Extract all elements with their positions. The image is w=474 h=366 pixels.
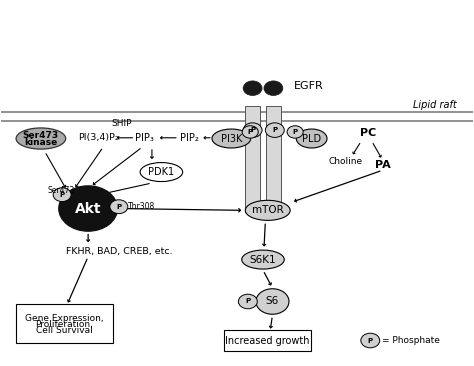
Text: Choline: Choline [328,157,363,166]
Circle shape [287,126,303,138]
Text: S6K1: S6K1 [250,255,276,265]
Circle shape [59,186,118,231]
Text: FKHR, BAD, CREB, etc.: FKHR, BAD, CREB, etc. [65,247,172,256]
Ellipse shape [245,200,290,220]
Ellipse shape [140,163,182,182]
Circle shape [265,123,284,137]
Circle shape [243,81,262,96]
Text: P: P [292,129,298,135]
Text: PC: PC [360,128,376,138]
Ellipse shape [212,129,251,148]
Text: EGFR: EGFR [294,81,323,92]
Text: Ser473: Ser473 [48,186,75,195]
Ellipse shape [16,128,66,149]
Text: Lipid raft: Lipid raft [413,100,457,110]
Text: kinase: kinase [24,138,57,147]
Ellipse shape [296,129,327,148]
Text: PA: PA [374,160,391,170]
Text: P: P [368,337,373,344]
Text: P: P [272,127,277,133]
Text: Thr308: Thr308 [128,202,155,211]
Text: P: P [116,204,121,210]
Text: P: P [248,129,253,135]
Circle shape [238,294,257,309]
Circle shape [256,289,289,314]
Text: Ser473: Ser473 [23,131,59,141]
Circle shape [264,81,283,96]
Text: Increased growth: Increased growth [226,336,310,346]
Text: Cell Survival: Cell Survival [36,326,93,335]
Text: = Phosphate: = Phosphate [382,336,440,345]
Text: PIP₃: PIP₃ [136,133,154,143]
FancyBboxPatch shape [245,107,260,212]
FancyBboxPatch shape [16,304,113,343]
Text: PIP₂: PIP₂ [181,133,199,143]
Circle shape [361,333,380,348]
Text: PI(3,4)P₂: PI(3,4)P₂ [78,133,119,142]
Text: Gene Expression,: Gene Expression, [25,314,104,324]
Circle shape [243,123,262,137]
Text: Akt: Akt [75,202,101,216]
Text: P: P [246,299,250,305]
FancyBboxPatch shape [224,330,311,351]
Text: P: P [60,192,64,198]
Text: mTOR: mTOR [252,205,283,215]
Circle shape [53,188,71,202]
Text: S6: S6 [266,296,279,306]
Circle shape [242,126,258,138]
Text: Proliferation,: Proliferation, [36,320,93,329]
Ellipse shape [242,250,284,269]
Text: PI3K: PI3K [220,134,242,143]
Text: SHIP: SHIP [111,119,132,128]
FancyBboxPatch shape [266,107,281,212]
Circle shape [110,200,128,214]
Text: P: P [250,127,255,133]
Text: PLD: PLD [302,134,321,143]
Text: PDK1: PDK1 [148,167,174,177]
